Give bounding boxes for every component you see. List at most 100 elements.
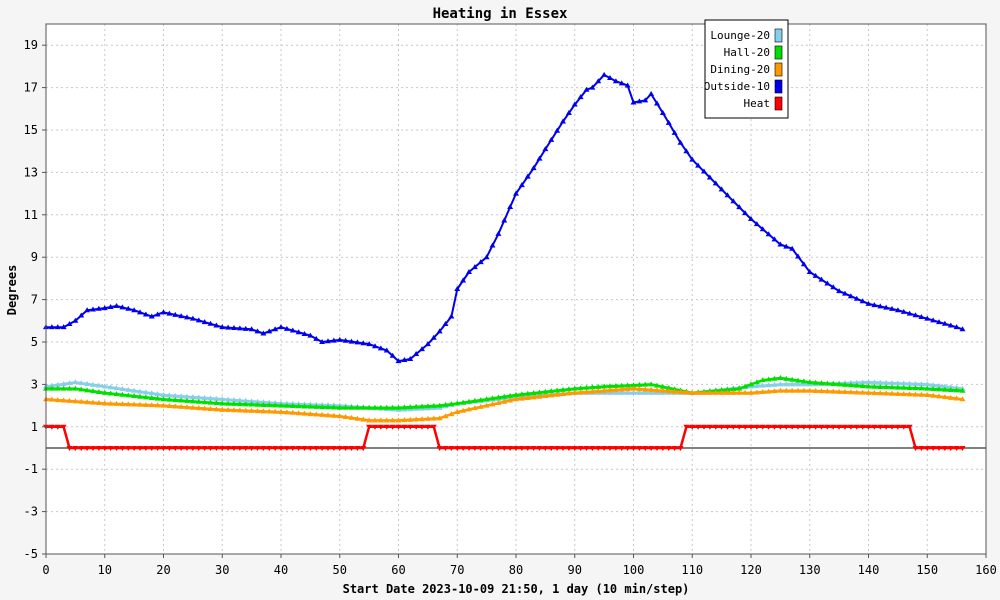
data-point	[471, 405, 478, 411]
x-tick-label: 40	[274, 563, 288, 577]
data-point	[389, 424, 396, 430]
y-tick-label: -1	[24, 462, 38, 476]
data-point	[101, 446, 108, 451]
data-point	[448, 313, 455, 319]
data-point	[554, 127, 561, 133]
data-point	[959, 387, 966, 393]
data-point	[783, 243, 790, 249]
data-point	[254, 401, 261, 407]
data-point	[542, 388, 549, 394]
data-point	[536, 155, 543, 161]
data-point	[847, 389, 854, 395]
data-point	[113, 391, 120, 397]
data-point	[912, 380, 919, 386]
data-point	[154, 391, 161, 397]
data-point	[213, 322, 220, 328]
data-point	[48, 324, 55, 330]
data-point	[489, 401, 496, 407]
data-point	[354, 339, 361, 345]
x-tick-label: 30	[215, 563, 229, 577]
data-point	[78, 398, 85, 404]
data-point	[683, 148, 690, 154]
data-point	[583, 446, 590, 451]
data-point	[930, 382, 937, 388]
data-point	[648, 386, 655, 392]
data-point	[936, 446, 942, 451]
data-point	[501, 217, 508, 223]
data-point	[201, 399, 208, 405]
data-point	[242, 407, 249, 413]
data-point	[889, 305, 895, 311]
data-point	[372, 404, 378, 410]
data-point	[554, 446, 561, 451]
data-point	[577, 389, 584, 395]
data-point	[941, 446, 948, 451]
data-point	[730, 424, 737, 430]
data-point	[718, 186, 725, 192]
data-point	[683, 389, 690, 395]
data-point	[689, 424, 696, 430]
data-point	[930, 317, 937, 323]
data-point	[248, 326, 255, 332]
data-point	[178, 403, 185, 409]
data-point	[448, 446, 455, 451]
data-point	[154, 446, 161, 451]
data-point	[865, 383, 872, 389]
data-point	[513, 396, 519, 402]
data-point	[777, 424, 784, 430]
legend-label: Lounge-20	[710, 29, 770, 42]
data-point	[283, 402, 290, 408]
data-point	[101, 400, 108, 406]
data-point	[360, 404, 367, 410]
data-point	[589, 384, 596, 390]
data-point	[624, 82, 631, 88]
y-tick-label: 19	[24, 38, 38, 52]
data-point	[771, 375, 778, 381]
data-point	[242, 325, 249, 331]
data-point	[166, 310, 173, 316]
data-point	[436, 402, 443, 408]
data-point	[48, 396, 55, 402]
data-point	[213, 400, 220, 406]
data-point	[724, 386, 731, 392]
data-point	[953, 387, 960, 393]
data-point	[560, 386, 566, 392]
data-point	[718, 424, 725, 430]
data-point	[665, 385, 672, 391]
data-point	[430, 334, 437, 340]
data-point	[877, 379, 884, 385]
data-point	[377, 345, 384, 351]
data-point	[419, 403, 425, 409]
data-point	[166, 396, 173, 402]
data-point	[78, 446, 85, 451]
data-point	[377, 404, 384, 410]
data-point	[542, 146, 549, 152]
data-point	[477, 446, 484, 451]
data-point	[748, 424, 754, 430]
data-point	[319, 339, 326, 344]
data-point	[689, 156, 696, 162]
x-tick-label: 0	[42, 563, 49, 577]
data-point	[530, 165, 537, 171]
data-point	[853, 389, 860, 395]
data-point	[66, 385, 73, 391]
data-point	[548, 388, 555, 394]
data-point	[847, 382, 854, 388]
data-point	[759, 377, 766, 383]
data-point	[483, 446, 490, 451]
data-point	[877, 383, 884, 389]
data-point	[818, 424, 825, 430]
data-point	[272, 326, 279, 332]
data-point	[325, 404, 331, 410]
data-point	[383, 417, 390, 423]
data-point	[624, 382, 631, 388]
data-point	[883, 384, 890, 390]
data-point	[178, 313, 185, 319]
data-point	[395, 358, 402, 364]
data-point	[618, 389, 625, 395]
data-point	[795, 381, 801, 387]
data-point	[84, 307, 91, 313]
data-point	[812, 272, 819, 278]
data-point	[789, 381, 796, 387]
x-tick-label: 20	[156, 563, 170, 577]
